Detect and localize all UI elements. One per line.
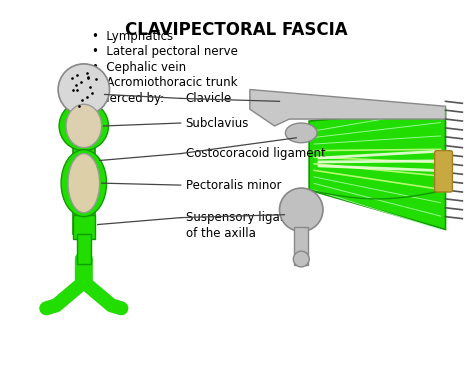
Text: •  Cephalic vein: • Cephalic vein: [92, 61, 186, 74]
Ellipse shape: [285, 123, 317, 143]
Text: Pierced by:: Pierced by:: [92, 92, 164, 105]
FancyBboxPatch shape: [435, 151, 453, 192]
Ellipse shape: [61, 150, 106, 217]
Text: Suspensory ligament: Suspensory ligament: [185, 211, 310, 224]
Ellipse shape: [68, 154, 100, 213]
Circle shape: [293, 251, 309, 267]
Text: Costocoracoid ligament: Costocoracoid ligament: [185, 147, 325, 160]
Circle shape: [280, 188, 323, 232]
Bar: [77, 234, 91, 264]
Text: of the axilla: of the axilla: [185, 227, 255, 240]
Circle shape: [58, 64, 110, 115]
Polygon shape: [250, 90, 446, 126]
Ellipse shape: [66, 104, 102, 148]
Text: •  Lymphatics: • Lymphatics: [92, 30, 173, 43]
Text: Pectoralis minor: Pectoralis minor: [185, 179, 281, 191]
Bar: [294, 227, 308, 265]
Text: Subclavius: Subclavius: [185, 117, 249, 130]
Text: •  Lateral pectoral nerve: • Lateral pectoral nerve: [92, 46, 237, 58]
Text: •  Acromiothoracic trunk: • Acromiothoracic trunk: [92, 76, 237, 89]
Text: Clavicle: Clavicle: [185, 92, 232, 105]
Bar: [73, 215, 95, 239]
Polygon shape: [309, 109, 446, 229]
Ellipse shape: [59, 102, 108, 151]
Text: CLAVIPECTORAL FASCIA: CLAVIPECTORAL FASCIA: [125, 20, 347, 39]
Bar: [73, 109, 95, 234]
